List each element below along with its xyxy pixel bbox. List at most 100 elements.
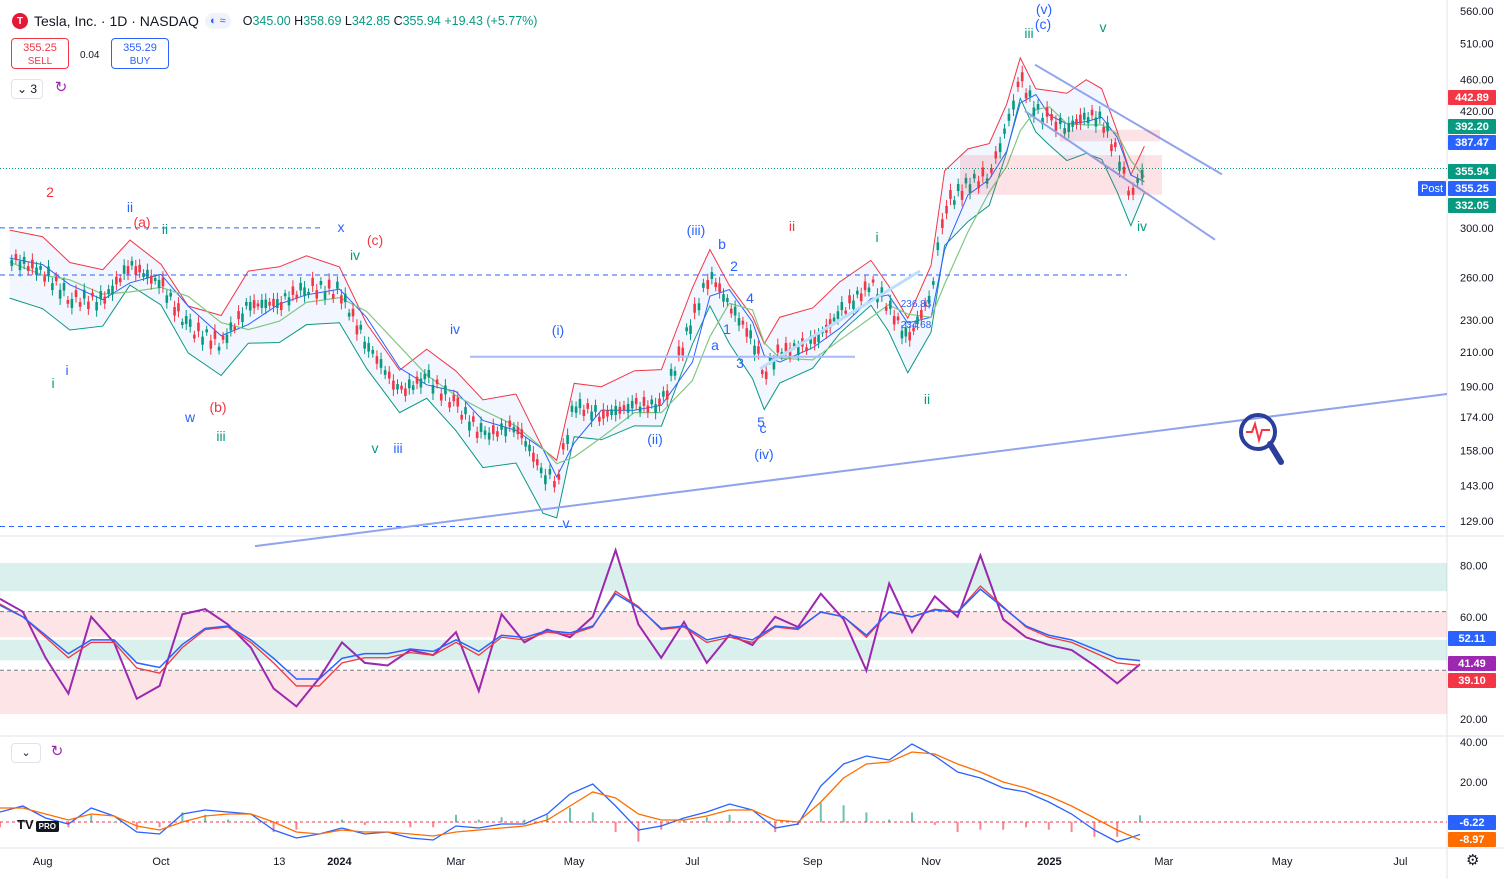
- candle-body: [544, 475, 547, 485]
- candle-body: [753, 345, 756, 355]
- candle-body: [1127, 190, 1130, 196]
- elliott-wave-label: (iv): [754, 446, 773, 462]
- sell-button[interactable]: 355.25 SELL: [11, 38, 69, 69]
- price-label-text: 392.20: [1455, 121, 1489, 133]
- candle-body: [1118, 161, 1121, 171]
- candle-body: [47, 266, 50, 276]
- symbol-title: Tesla, Inc. · 1D · NASDAQ: [34, 13, 199, 29]
- macd-collapse-button[interactable]: ⌄: [11, 743, 41, 763]
- candle-body: [658, 398, 661, 407]
- sell-label: SELL: [27, 56, 53, 67]
- candle-body: [423, 373, 427, 380]
- candle-body: [268, 301, 271, 306]
- candle-body: [279, 302, 283, 311]
- macd-histogram-bar: [249, 822, 252, 823]
- candle-body: [415, 376, 419, 384]
- candle-body: [70, 298, 74, 308]
- candle-body: [363, 341, 366, 349]
- price-axis-tick: 510.00: [1460, 39, 1494, 51]
- candle-body: [404, 388, 407, 396]
- candle-body: [990, 168, 993, 173]
- candle-body: [1003, 128, 1006, 134]
- candle-body: [169, 292, 172, 297]
- price-label-text: 332.05: [1455, 200, 1489, 212]
- macd-histogram-bar: [1025, 822, 1027, 828]
- candle-body: [610, 409, 613, 415]
- candle-body: [859, 293, 863, 302]
- candle-body: [99, 291, 103, 300]
- magnifier-handle: [1267, 441, 1284, 465]
- candle-body: [118, 278, 122, 283]
- candle-body: [452, 394, 456, 402]
- candle-body: [1032, 107, 1036, 117]
- macd-histogram-bar: [409, 822, 412, 828]
- settings-gear-icon[interactable]: ⚙: [1466, 852, 1480, 869]
- candle-body: [757, 346, 760, 354]
- candle-body: [832, 317, 836, 322]
- candle-body: [1036, 103, 1040, 110]
- price-axis-tick: 129.00: [1460, 516, 1494, 528]
- buy-button[interactable]: 355.29 BUY: [111, 38, 169, 69]
- compare-pill[interactable]: ◐ ≈: [204, 13, 231, 29]
- refresh-icon[interactable]: ↻: [50, 743, 64, 760]
- macd-histogram-bar: [1070, 822, 1073, 833]
- candle-body: [464, 407, 467, 415]
- candle-body: [173, 307, 176, 316]
- candle-body: [146, 269, 149, 279]
- candle-body: [400, 385, 403, 390]
- h-label: H: [294, 14, 304, 28]
- open-value: 345.00: [252, 14, 291, 28]
- candle-body: [574, 406, 578, 413]
- candle-body: [153, 277, 157, 282]
- candle-body: [1075, 119, 1078, 125]
- time-axis-tick: May: [564, 856, 585, 868]
- candle-body: [367, 343, 370, 352]
- rsi-axis-tick: 80.00: [1460, 561, 1488, 573]
- refresh-icon[interactable]: ↻: [54, 79, 68, 96]
- symbol-header[interactable]: T Tesla, Inc. · 1D · NASDAQ ◐ ≈ O345.00 …: [12, 13, 537, 29]
- elliott-wave-label: ii: [127, 199, 133, 215]
- elliott-wave-label: i: [65, 362, 68, 378]
- time-axis-tick: Mar: [446, 856, 465, 868]
- macd-histogram-bar: [591, 812, 594, 823]
- candle-body: [960, 190, 964, 200]
- indicators-toggle[interactable]: ⌄ 3: [11, 79, 44, 99]
- elliott-wave-label: 2: [730, 258, 738, 274]
- macd-histogram-bar: [956, 822, 959, 833]
- price-label-tag: [1448, 673, 1496, 688]
- elliott-wave-label: i: [51, 375, 54, 391]
- candle-body: [188, 319, 192, 327]
- candle-body: [768, 356, 772, 361]
- chevron-down-icon: ⌄: [21, 747, 31, 759]
- tradingview-logo[interactable]: TV PRO: [15, 817, 59, 832]
- tv-logo-text: TV: [17, 817, 34, 832]
- candle-body: [184, 315, 188, 325]
- candle-body: [697, 303, 701, 311]
- candle-body: [920, 310, 923, 319]
- candle-body: [197, 322, 200, 332]
- time-axis-tick: 13: [273, 856, 285, 868]
- candle-body: [351, 308, 355, 317]
- parallel-channel-line: [759, 269, 921, 371]
- elliott-wave-label: a: [711, 337, 719, 353]
- candle-body: [237, 311, 240, 320]
- candle-body: [327, 279, 331, 289]
- macd-histogram-bar: [272, 822, 275, 833]
- candle-body: [475, 431, 479, 439]
- elliott-wave-label: v: [372, 440, 379, 456]
- price-label-text: 41.49: [1458, 658, 1486, 670]
- elliott-wave-label: x: [338, 219, 345, 235]
- candle-body: [532, 452, 535, 462]
- price-label-tag: [1448, 815, 1496, 830]
- candle-body: [315, 290, 319, 299]
- macd-histogram-bar: [113, 822, 115, 823]
- candle-body: [487, 432, 491, 440]
- candle-body: [479, 423, 483, 433]
- candle-body: [693, 303, 696, 313]
- candle-body: [500, 423, 503, 430]
- buy-price: 355.29: [123, 42, 157, 54]
- candle-body: [524, 441, 527, 447]
- candle-body: [165, 295, 169, 303]
- macd-histogram-bar: [386, 822, 389, 823]
